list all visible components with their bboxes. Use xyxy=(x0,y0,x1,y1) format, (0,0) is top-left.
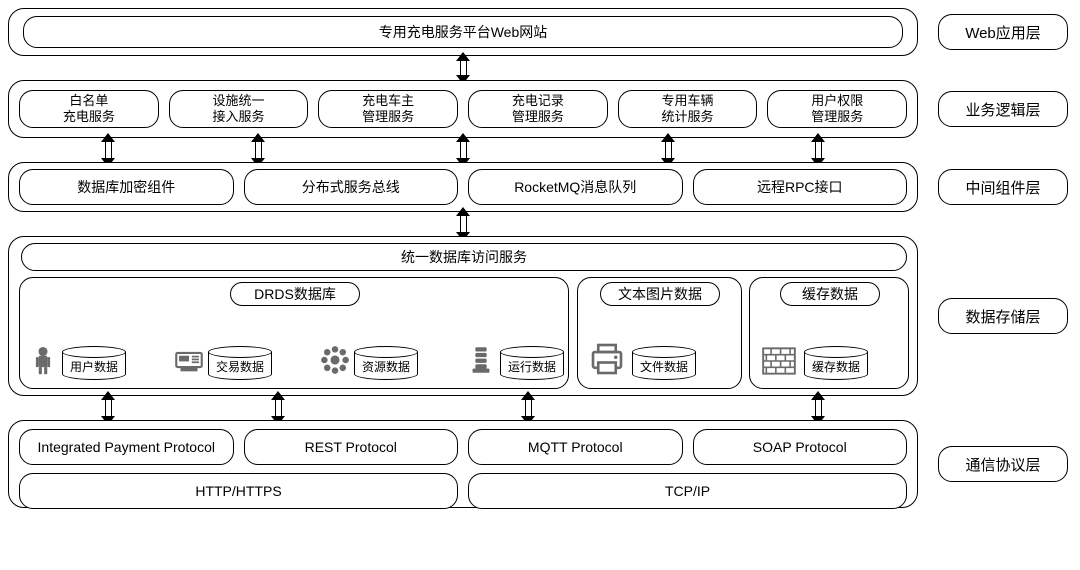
main-column: 专用充电服务平台Web网站 白名单 充电服务 设施统一 接入服务 充电车主 管理… xyxy=(8,8,918,562)
biz-item-4: 专用车辆 统计服务 xyxy=(618,90,758,127)
cluster-icon xyxy=(318,340,352,380)
mid-item-1: 分布式服务总线 xyxy=(244,169,459,205)
db-res-label: 资源数据 xyxy=(354,358,418,375)
label-column: Web应用层 业务逻辑层 中间组件层 数据存储层 通信协议层 xyxy=(938,8,1068,562)
label-biz: 业务逻辑层 xyxy=(938,91,1068,127)
person-icon xyxy=(26,340,60,380)
label-web-text: Web应用层 xyxy=(965,22,1041,43)
drds-item-txn: 交易数据 xyxy=(172,340,272,380)
layer-web: 专用充电服务平台Web网站 xyxy=(8,8,918,56)
proto-r1-0: Integrated Payment Protocol xyxy=(19,429,234,465)
proto-r1-2-text: MQTT Protocol xyxy=(528,439,623,456)
label-mid-text: 中间组件层 xyxy=(965,177,1040,198)
label-web: Web应用层 xyxy=(938,14,1068,50)
mid-item-0-text: 数据库加密组件 xyxy=(77,179,175,196)
proto-r1-0-text: Integrated Payment Protocol xyxy=(38,439,215,456)
biz-item-2-text: 充电车主 管理服务 xyxy=(362,93,414,124)
label-storage: 数据存储层 xyxy=(938,298,1068,334)
cache-title-text: 缓存数据 xyxy=(802,286,858,303)
storage-header-text: 统一数据库访问服务 xyxy=(401,249,527,266)
architecture-diagram: 专用充电服务平台Web网站 白名单 充电服务 设施统一 接入服务 充电车主 管理… xyxy=(8,8,1072,562)
drds-item-res: 资源数据 xyxy=(318,340,418,380)
layer-biz: 白名单 充电服务 设施统一 接入服务 充电车主 管理服务 充电记录 管理服务 专… xyxy=(8,80,918,138)
db-txn: 交易数据 xyxy=(208,346,272,380)
proto-r1-1: REST Protocol xyxy=(244,429,459,465)
mid-item-3: 远程RPC接口 xyxy=(693,169,908,205)
proto-r1-1-text: REST Protocol xyxy=(305,439,397,456)
storage-header: 统一数据库访问服务 xyxy=(21,243,907,271)
brick-icon xyxy=(758,342,800,380)
db-file: 文件数据 xyxy=(632,346,696,380)
label-storage-text: 数据存储层 xyxy=(965,306,1040,327)
server-icon xyxy=(464,340,498,380)
label-proto-text: 通信协议层 xyxy=(965,454,1040,475)
biz-item-5: 用户权限 管理服务 xyxy=(767,90,907,127)
db-run: 运行数据 xyxy=(500,346,564,380)
mid-item-2-text: RocketMQ消息队列 xyxy=(514,179,636,196)
drds-title-text: DRDS数据库 xyxy=(254,286,336,303)
label-mid: 中间组件层 xyxy=(938,169,1068,205)
printer-icon xyxy=(586,338,628,380)
mid-item-1-text: 分布式服务总线 xyxy=(302,179,400,196)
proto-r1-3: SOAP Protocol xyxy=(693,429,908,465)
drds-title: DRDS数据库 xyxy=(230,282,360,306)
biz-item-1: 设施统一 接入服务 xyxy=(169,90,309,127)
file-title-text: 文本图片数据 xyxy=(618,286,702,303)
layer-proto: Integrated Payment Protocol REST Protoco… xyxy=(8,420,918,508)
mid-item-0: 数据库加密组件 xyxy=(19,169,234,205)
biz-item-2: 充电车主 管理服务 xyxy=(318,90,458,127)
proto-r2-1-text: TCP/IP xyxy=(665,483,710,500)
drds-group: DRDS数据库 用户数据 交易数据 资 xyxy=(19,277,569,389)
mid-item-2: RocketMQ消息队列 xyxy=(468,169,683,205)
drds-item-run: 运行数据 xyxy=(464,340,564,380)
proto-r1-2: MQTT Protocol xyxy=(468,429,683,465)
layer-storage: 统一数据库访问服务 DRDS数据库 用户数据 交易数据 xyxy=(8,236,918,396)
db-file-label: 文件数据 xyxy=(632,358,696,375)
proto-r2-0: HTTP/HTTPS xyxy=(19,473,458,509)
db-res: 资源数据 xyxy=(354,346,418,380)
label-biz-text: 业务逻辑层 xyxy=(965,99,1040,120)
cache-group: 缓存数据 缓存数据 xyxy=(749,277,909,389)
db-user: 用户数据 xyxy=(62,346,126,380)
db-user-label: 用户数据 xyxy=(62,358,126,375)
biz-item-0-text: 白名单 充电服务 xyxy=(63,93,115,124)
biz-item-5-text: 用户权限 管理服务 xyxy=(811,93,863,124)
proto-r1-3-text: SOAP Protocol xyxy=(753,439,847,456)
db-run-label: 运行数据 xyxy=(500,358,564,375)
label-proto: 通信协议层 xyxy=(938,446,1068,482)
biz-item-3: 充电记录 管理服务 xyxy=(468,90,608,127)
biz-item-1-text: 设施统一 接入服务 xyxy=(213,93,265,124)
web-title-text: 专用充电服务平台Web网站 xyxy=(379,24,548,41)
web-title: 专用充电服务平台Web网站 xyxy=(23,16,903,48)
db-cache: 缓存数据 xyxy=(804,346,868,380)
file-group: 文本图片数据 文件数据 xyxy=(577,277,742,389)
file-title: 文本图片数据 xyxy=(600,282,720,306)
cache-title: 缓存数据 xyxy=(780,282,880,306)
layer-mid: 数据库加密组件 分布式服务总线 RocketMQ消息队列 远程RPC接口 xyxy=(8,162,918,212)
db-txn-label: 交易数据 xyxy=(208,358,272,375)
proto-r2-1: TCP/IP xyxy=(468,473,907,509)
drds-item-user: 用户数据 xyxy=(26,340,126,380)
proto-r2-0-text: HTTP/HTTPS xyxy=(195,483,281,500)
db-cache-label: 缓存数据 xyxy=(804,358,868,375)
mid-item-3-text: 远程RPC接口 xyxy=(757,179,843,196)
biz-item-0: 白名单 充电服务 xyxy=(19,90,159,127)
biz-item-4-text: 专用车辆 统计服务 xyxy=(662,93,714,124)
pos-icon xyxy=(172,340,206,380)
biz-item-3-text: 充电记录 管理服务 xyxy=(512,93,564,124)
